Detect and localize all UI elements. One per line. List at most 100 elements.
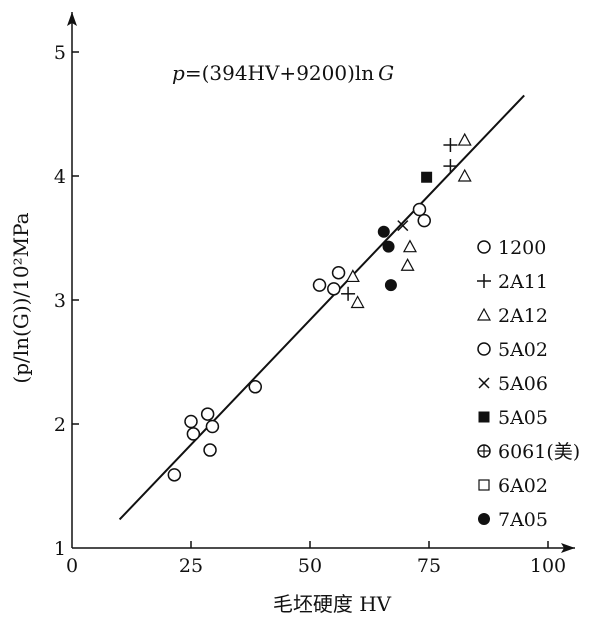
cross-b [478, 377, 490, 389]
legend-marker [478, 479, 490, 491]
point-2a12 [400, 258, 415, 271]
x-tick-label: 75 [417, 555, 441, 577]
point-5a06 [397, 220, 409, 232]
point-2a12 [345, 269, 360, 283]
open-circle-shape [248, 380, 263, 394]
fit-line-group [118, 94, 525, 521]
point-7a05 [384, 279, 397, 292]
open-circle-shape [331, 265, 346, 280]
point-5a02 [412, 202, 427, 217]
filled-circle-shape [382, 240, 395, 253]
open-circle-shape [184, 414, 198, 429]
triangle-shape [345, 269, 360, 283]
y-tick-label: 1 [54, 538, 66, 560]
triangle-shape [402, 239, 417, 253]
open-circle-shape [186, 427, 201, 441]
point-5a02 [205, 419, 220, 434]
point-7a05 [382, 240, 395, 253]
point-2a12 [402, 239, 417, 253]
triangle-shape [457, 132, 472, 146]
point-5a02 [186, 427, 201, 441]
open-circle-shape [312, 278, 327, 292]
open-circle-shape [200, 407, 215, 421]
filled-circle-shape [478, 513, 490, 525]
point-5a02 [248, 380, 263, 394]
point-2a12 [457, 168, 472, 182]
triangle-shape [350, 295, 365, 309]
legend-item-6a02: 6A02 [478, 475, 548, 497]
legend-label: 6061(美) [498, 441, 580, 463]
legend-item-5a02: 5A02 [477, 339, 548, 361]
legend-marker [476, 307, 492, 321]
open-circle-shape [477, 240, 491, 254]
legend: 1200 2A11 2A12 5A02 5A06 5A05 6061(美) 6A02 7A05 [476, 237, 580, 531]
legend-marker [477, 444, 491, 458]
point-5a02 [327, 282, 341, 296]
formula-g: G [378, 61, 394, 85]
data-points [167, 132, 472, 482]
legend-item-5a05: 5A05 [478, 407, 548, 429]
legend-marker [478, 411, 490, 423]
open-square-shape [478, 479, 490, 491]
triangle-shape [400, 258, 415, 271]
point-2a12 [457, 132, 472, 146]
y-tick-label: 5 [54, 42, 66, 64]
fit-line [118, 94, 525, 521]
point-5a02 [417, 213, 431, 228]
y-tick-label: 2 [54, 414, 66, 436]
legend-item-5a06: 5A06 [478, 373, 548, 395]
legend-item-2a12: 2A12 [476, 305, 548, 327]
open-circle-shape [477, 342, 491, 356]
legend-marker [477, 342, 491, 356]
point-5a02 [331, 265, 346, 280]
legend-label: 7A05 [498, 509, 548, 531]
y-tick-label: 4 [54, 166, 66, 188]
point-5a02 [200, 407, 215, 421]
legend-marker [477, 274, 491, 288]
formula-p: p [172, 61, 185, 85]
axes: 0 25 50 75 100 1 2 3 4 5 [54, 12, 575, 577]
filled-square-shape [478, 411, 490, 423]
x-tick-label: 50 [298, 555, 322, 577]
legend-marker [478, 513, 490, 525]
cross-b [397, 220, 409, 232]
y-axis-arrow [67, 12, 77, 26]
filled-square-shape [421, 171, 433, 183]
x-axis-arrow [561, 543, 575, 553]
legend-label: 2A12 [498, 305, 548, 327]
legend-label: 5A05 [498, 407, 548, 429]
legend-label: 2A11 [498, 271, 548, 293]
legend-marker [478, 377, 490, 389]
point-5a02 [203, 443, 217, 457]
formula: p=(394HV+9200)ln G [172, 61, 394, 85]
point-7a05 [377, 225, 390, 238]
point-2a11 [443, 138, 458, 152]
legend-marker [477, 240, 491, 254]
x-tick-label: 25 [179, 555, 203, 577]
y-tick-label: 3 [54, 290, 66, 312]
x-tick-label: 0 [66, 555, 78, 577]
open-circle-shape [417, 213, 431, 228]
point-2a11 [341, 286, 356, 301]
legend-label: 1200 [498, 237, 546, 259]
point-5a02 [184, 414, 198, 429]
point-5a02 [167, 468, 182, 482]
point-2a11 [443, 159, 458, 174]
legend-item-2a11: 2A11 [477, 271, 548, 293]
triangle-shape [476, 307, 492, 321]
open-circle-shape [205, 419, 220, 434]
point-5a05 [421, 171, 433, 183]
legend-item-6061: 6061(美) [477, 441, 580, 463]
point-2a12 [350, 295, 365, 309]
filled-circle-shape [384, 279, 397, 292]
open-circle-shape [327, 282, 341, 296]
open-circle-shape [167, 468, 182, 482]
x-tick-label: 100 [530, 555, 566, 577]
open-circle-shape [412, 202, 427, 217]
legend-label: 5A06 [498, 373, 548, 395]
y-axis-title: (p/ln(G))/10²MPa [9, 212, 33, 383]
open-circle-shape [203, 443, 217, 457]
triangle-shape [457, 168, 472, 182]
